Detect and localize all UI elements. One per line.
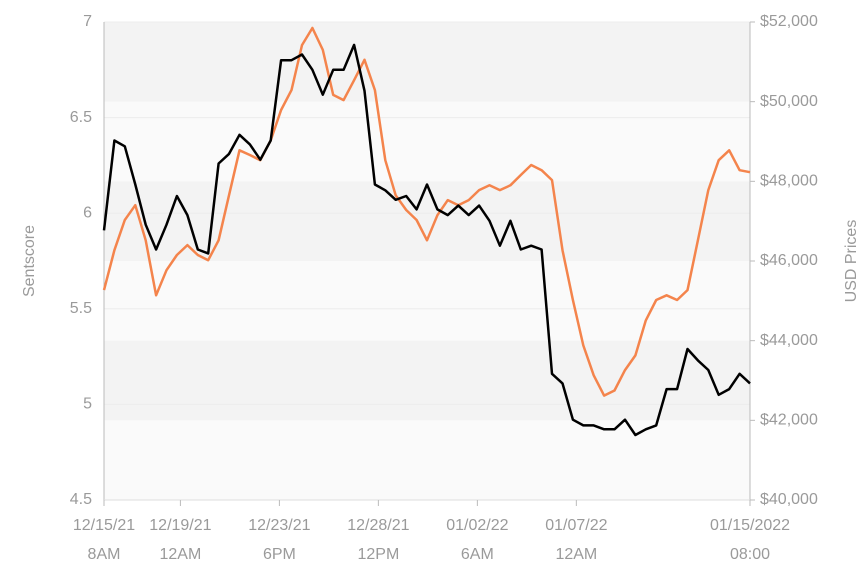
background-band <box>104 261 750 341</box>
y-tick-label: 6.5 <box>70 109 92 126</box>
x-tick-label: 01/02/22 6AM <box>446 517 508 563</box>
y2-tick-label: $52,000 <box>760 13 818 30</box>
x-tick-label: 01/15/2022 08:00 <box>710 517 790 563</box>
y2-tick-label: $46,000 <box>760 252 818 269</box>
y2-tick-label: $50,000 <box>760 93 818 110</box>
background-band <box>104 420 750 500</box>
x-tick-label: 12/23/21 6PM <box>248 517 310 563</box>
x-tick-label: 12/28/21 12PM <box>347 517 409 563</box>
background-band <box>104 181 750 261</box>
background-band <box>104 22 750 102</box>
y-tick-label: 5.5 <box>70 300 92 317</box>
x-tick-label: 12/15/21 8AM <box>73 517 135 563</box>
y-tick-label: 6 <box>83 204 92 221</box>
line-series <box>102 26 751 397</box>
background-band <box>104 340 750 421</box>
y-axis-title: Sentscore <box>21 225 38 297</box>
y-tick-label: 5 <box>83 396 92 413</box>
y2-axis-title: USD Prices <box>843 220 860 303</box>
line-series <box>102 43 751 437</box>
y2-tick-label: $44,000 <box>760 332 818 349</box>
x-tick-label: 12/19/21 12AM <box>149 517 211 563</box>
background-band <box>104 101 750 182</box>
y-tick-label: 4.5 <box>70 491 92 508</box>
y-tick-label: 7 <box>83 13 92 30</box>
x-tick-label: 01/07/22 12AM <box>545 517 607 563</box>
y2-tick-label: $40,000 <box>760 491 818 508</box>
y2-tick-label: $42,000 <box>760 412 818 429</box>
y2-tick-label: $48,000 <box>760 173 818 190</box>
